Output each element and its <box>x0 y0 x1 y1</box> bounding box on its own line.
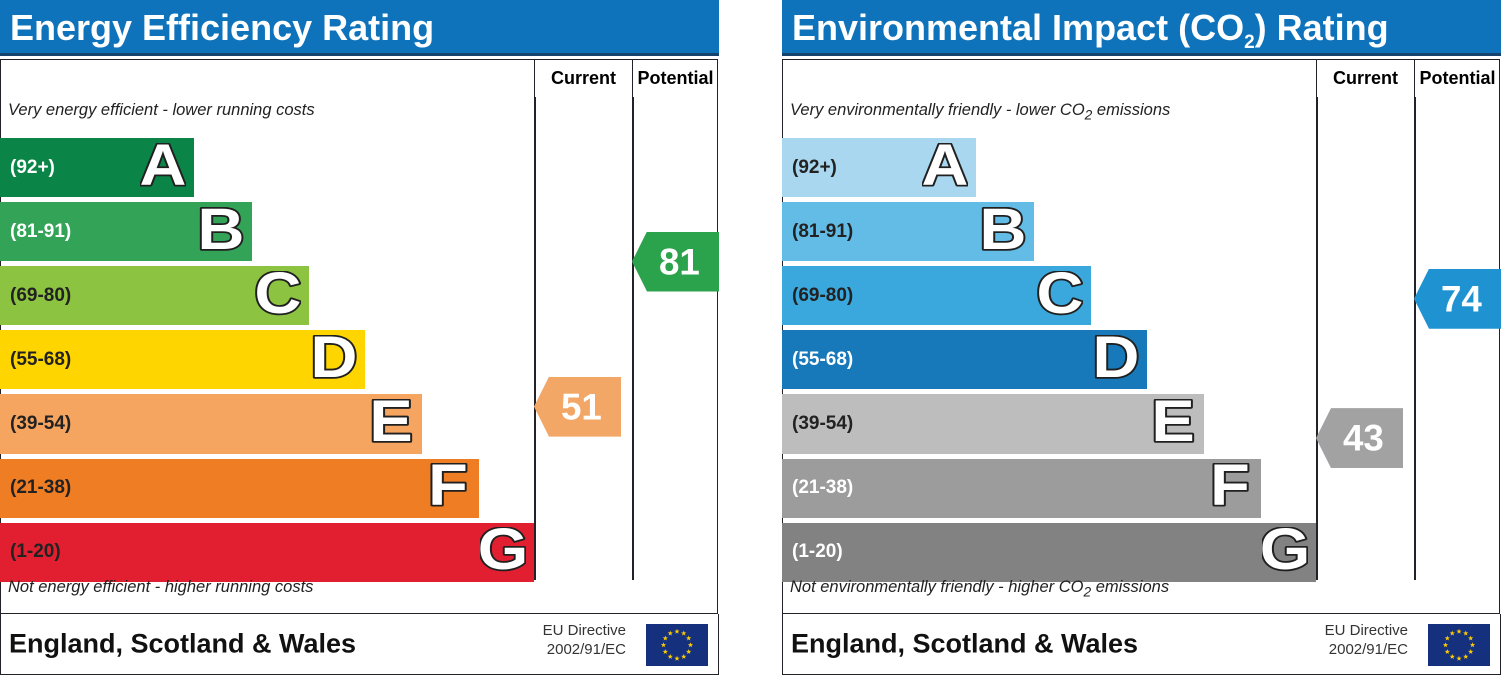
svg-text:51: 51 <box>561 386 602 427</box>
svg-text:C: C <box>1037 271 1083 321</box>
svg-text:43: 43 <box>1343 418 1384 459</box>
svg-text:81: 81 <box>659 241 700 282</box>
svg-text:G: G <box>1262 527 1308 577</box>
svg-text:G: G <box>480 527 526 577</box>
svg-text:C: C <box>255 271 301 321</box>
svg-text:E: E <box>369 399 412 449</box>
svg-text:E: E <box>1151 399 1194 449</box>
svg-text:D: D <box>1093 335 1139 385</box>
svg-text:F: F <box>428 463 468 513</box>
svg-text:F: F <box>1210 463 1250 513</box>
svg-text:74: 74 <box>1441 278 1482 319</box>
svg-text:D: D <box>311 335 357 385</box>
svg-text:B: B <box>980 207 1026 257</box>
svg-text:A: A <box>140 143 186 193</box>
svg-text:B: B <box>198 207 244 257</box>
svg-text:A: A <box>922 143 968 193</box>
